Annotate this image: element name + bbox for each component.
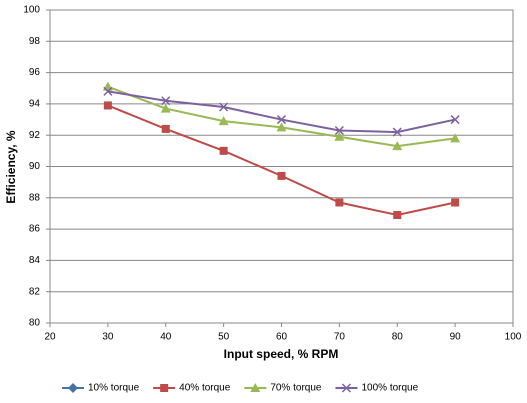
marker [276, 122, 287, 132]
x-tick-label: 70 [334, 332, 346, 343]
y-tick-label: 90 [29, 161, 41, 172]
marker [103, 86, 113, 96]
y-tick-label: 94 [29, 99, 41, 110]
y-tick-label: 88 [29, 192, 41, 203]
x-tick-label: 60 [276, 332, 288, 343]
y-tick-label: 98 [29, 36, 41, 47]
marker [335, 198, 344, 207]
marker [451, 198, 460, 207]
legend-label: 70% torque [270, 383, 322, 394]
marker [334, 131, 345, 141]
marker [276, 115, 287, 125]
marker [341, 383, 351, 393]
marker [392, 127, 402, 137]
marker [334, 125, 344, 136]
marker [277, 171, 286, 180]
y-tick-label: 84 [29, 255, 41, 266]
marker [392, 141, 403, 151]
marker [393, 211, 402, 220]
marker [450, 115, 460, 125]
marker [218, 116, 229, 126]
marker [160, 103, 171, 113]
legend-label: 40% torque [179, 383, 231, 394]
y-axis-title: Efficiency, % [4, 130, 18, 203]
marker [450, 133, 461, 143]
marker [161, 96, 171, 106]
y-tick-label: 80 [29, 318, 41, 329]
marker [219, 146, 228, 155]
marker [250, 383, 261, 392]
legend-label: 100% torque [361, 383, 418, 394]
x-tick-label: 50 [218, 332, 230, 343]
y-tick-label: 86 [29, 224, 41, 235]
legend-label: 10% torque [88, 383, 140, 394]
y-tick-label: 100 [23, 5, 40, 16]
x-tick-label: 100 [505, 332, 522, 343]
marker [160, 384, 169, 392]
x-tick-label: 40 [160, 332, 172, 343]
x-axis-title: Input speed, % RPM [224, 347, 339, 361]
y-tick-label: 92 [29, 130, 41, 141]
y-tick-label: 96 [29, 67, 41, 78]
y-tick-label: 82 [29, 286, 41, 297]
x-tick-label: 20 [44, 332, 56, 343]
x-tick-label: 30 [102, 332, 114, 343]
x-tick-label: 80 [392, 332, 404, 343]
x-tick-label: 90 [450, 332, 462, 343]
marker [219, 102, 229, 112]
marker [103, 101, 112, 110]
marker [68, 383, 78, 393]
marker [161, 124, 170, 133]
